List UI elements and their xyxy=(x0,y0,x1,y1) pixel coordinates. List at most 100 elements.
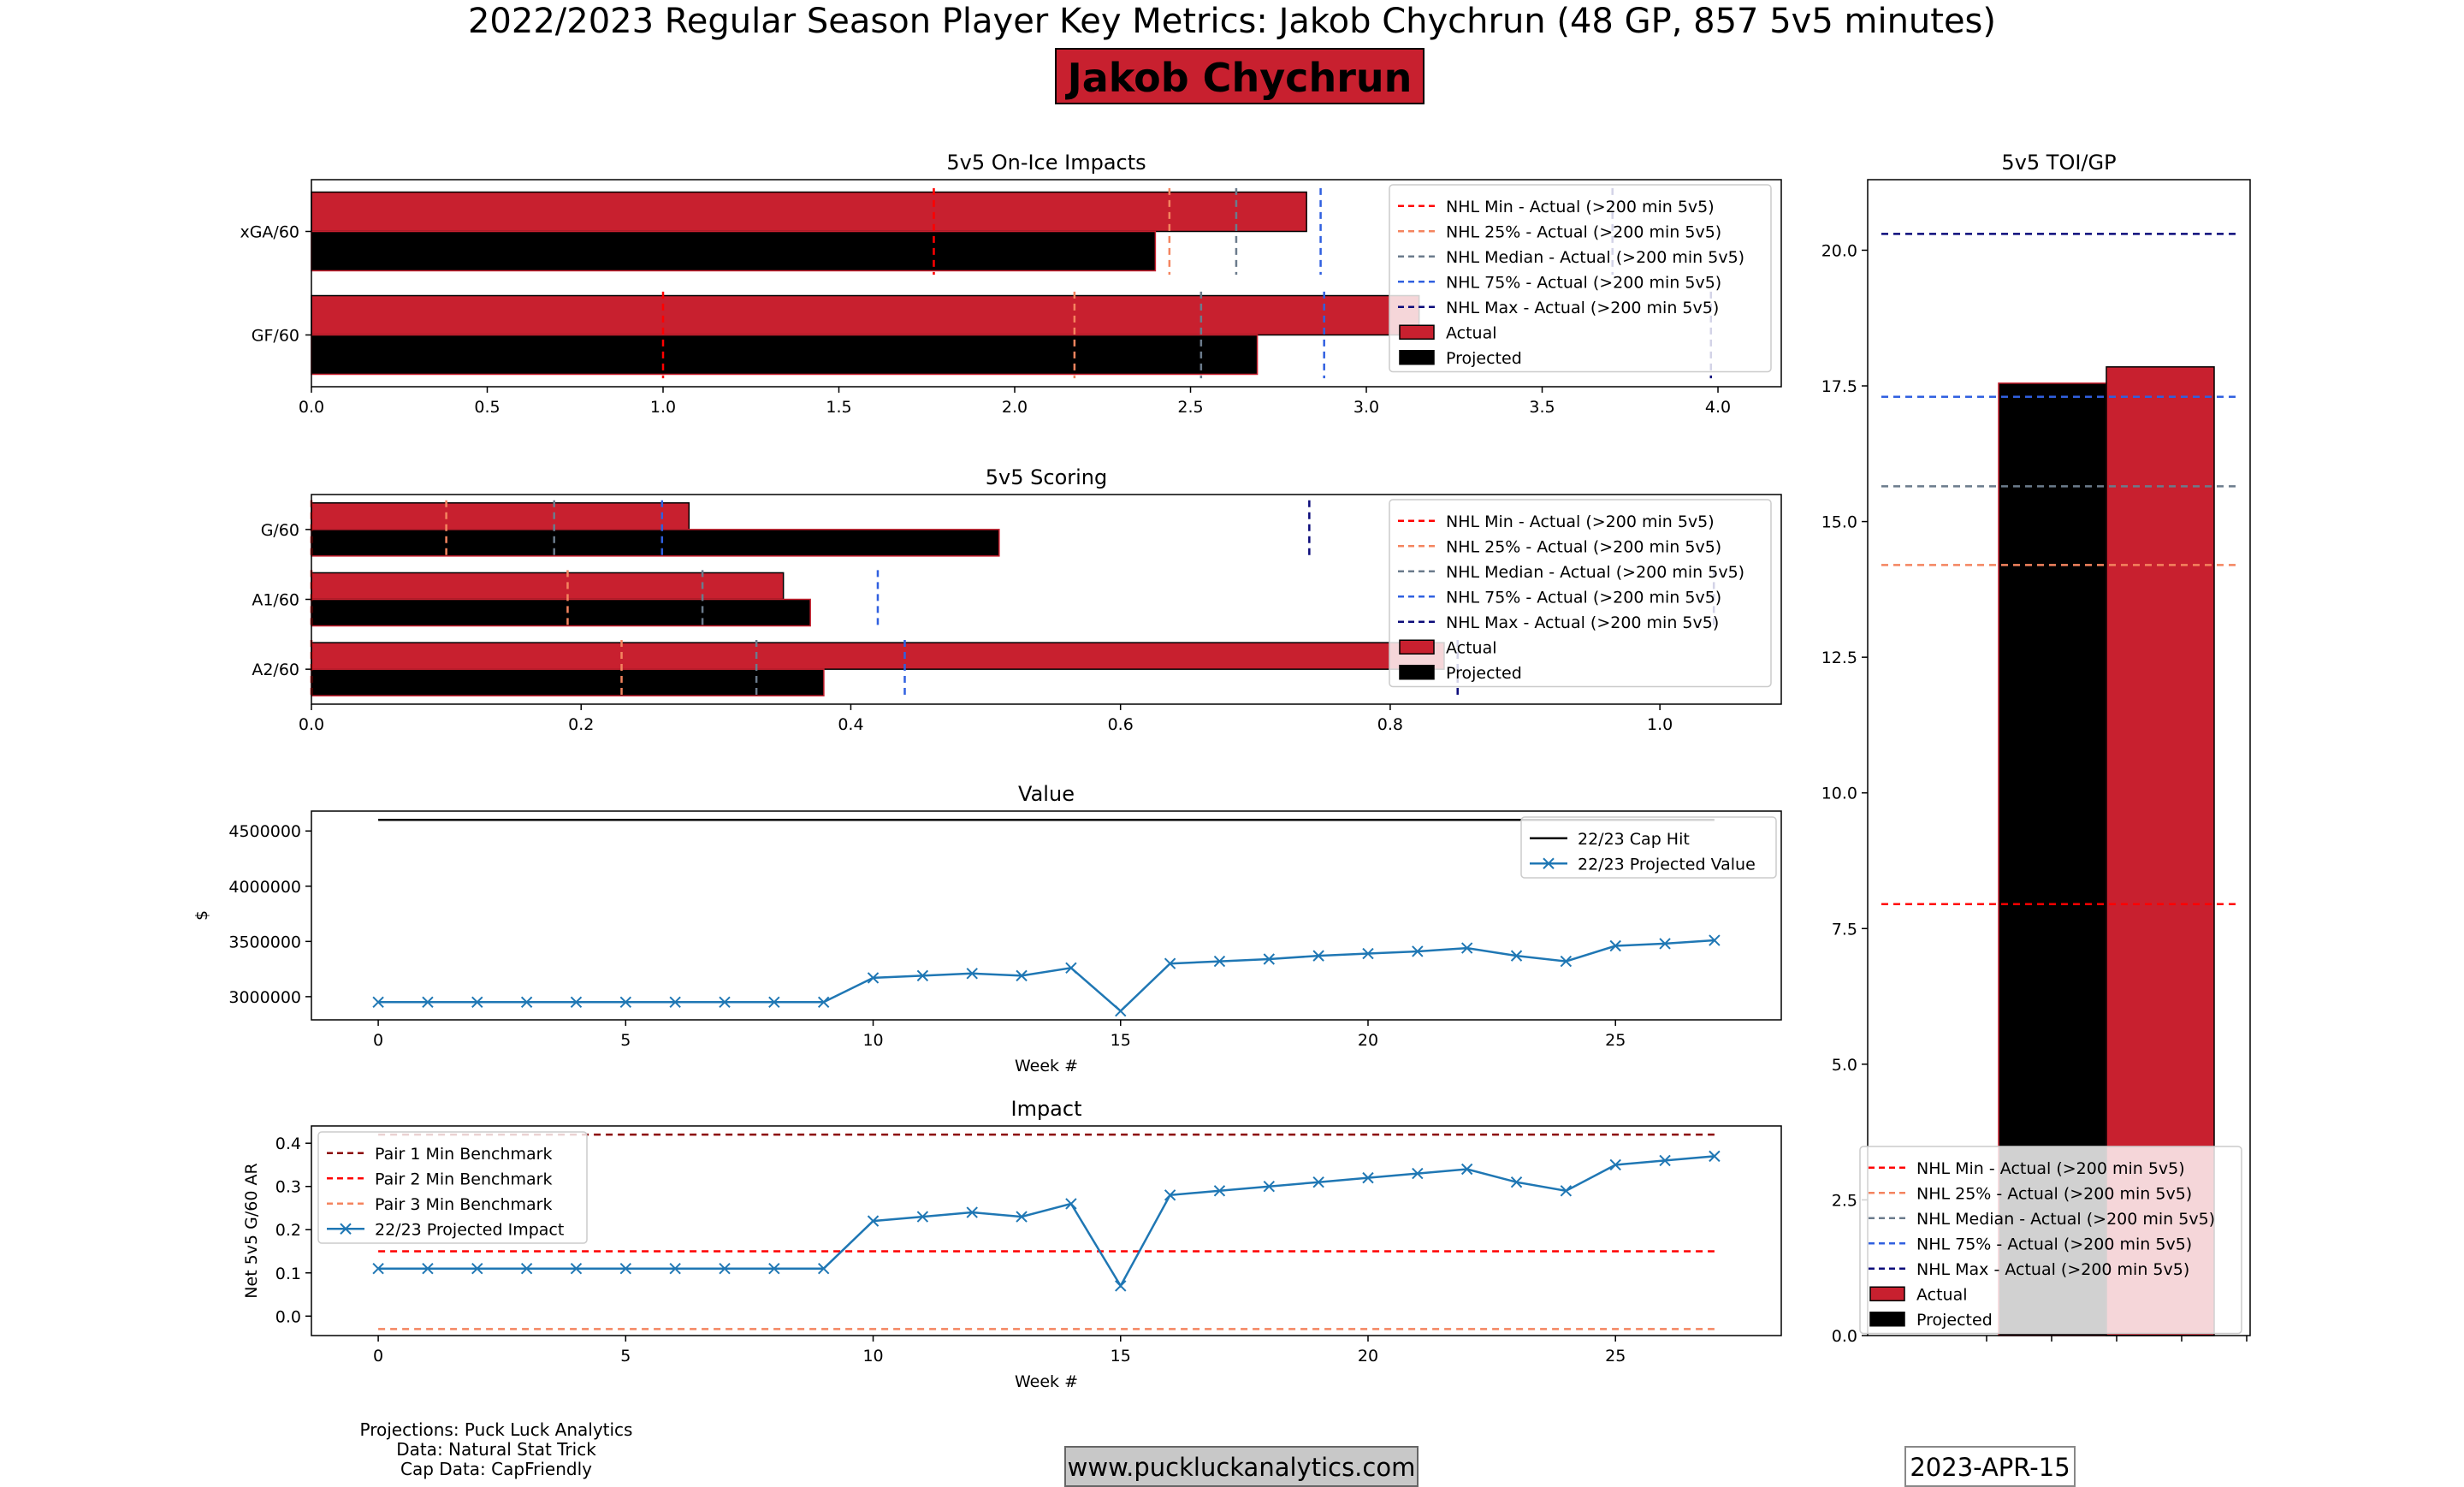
data-point xyxy=(1065,962,1077,975)
chart-title: 5v5 On-Ice Impacts xyxy=(946,151,1146,175)
data-point xyxy=(1213,955,1226,968)
legend-label: NHL 75% - Actual (>200 min 5v5) xyxy=(1446,273,1721,292)
data-point xyxy=(916,1211,929,1223)
x-tick-label: 1.0 xyxy=(650,398,676,417)
data-point xyxy=(1016,1211,1028,1223)
data-point xyxy=(719,1262,731,1275)
legend-label: NHL 25% - Actual (>200 min 5v5) xyxy=(1446,222,1721,241)
x-tick-label: 10 xyxy=(862,1031,883,1050)
data-point xyxy=(1560,955,1573,968)
data-point xyxy=(669,1262,681,1275)
legend: NHL Min - Actual (>200 min 5v5) NHL 25% -… xyxy=(1389,499,1772,688)
data-point xyxy=(1659,938,1671,950)
x-tick-label: 5 xyxy=(620,1031,631,1050)
data-point xyxy=(966,1206,978,1218)
chart-on-ice-impacts: xGA/60 GF/60 0.0 0.5 1.0 1.5 2.0 2.5 3.0 3.5 4.0 5v… xyxy=(240,151,1782,417)
bar-projected xyxy=(311,529,1000,557)
data-point xyxy=(1016,969,1028,982)
legend-label: Projected xyxy=(1446,349,1522,368)
data-point xyxy=(1510,950,1523,962)
website-badge: www.puckluckanalytics.com xyxy=(1064,1446,1419,1487)
data-point xyxy=(619,1262,632,1275)
x-tick-label: 2.0 xyxy=(1002,398,1028,417)
legend-swatch xyxy=(1399,324,1435,340)
data-point xyxy=(768,1262,780,1275)
y-tick-label: GF/60 xyxy=(252,327,299,346)
bar-actual xyxy=(311,191,1307,233)
data-point xyxy=(1460,1163,1473,1176)
x-tick-label: 0.0 xyxy=(299,398,324,417)
data-point xyxy=(867,1215,880,1227)
legend: 22/23 Cap Hit 22/23 Projected Value xyxy=(1520,816,1777,879)
x-tick-label: 0.4 xyxy=(838,715,863,734)
x-tick-label: 25 xyxy=(1605,1031,1626,1050)
legend: NHL Min - Actual (>200 min 5v5) NHL 25% -… xyxy=(1389,184,1772,373)
legend-label: NHL 75% - Actual (>200 min 5v5) xyxy=(1916,1235,2192,1253)
data-point xyxy=(372,996,384,1009)
y-tick-label: 2.5 xyxy=(1832,1191,1857,1210)
data-point xyxy=(1213,1185,1226,1197)
x-tick-label: 0.6 xyxy=(1108,715,1134,734)
data-point xyxy=(1263,1181,1276,1193)
y-tick-label: G/60 xyxy=(261,521,299,540)
y-tick-label: 10.0 xyxy=(1821,785,1857,803)
y-tick-label: 0.0 xyxy=(1832,1327,1857,1346)
data-point xyxy=(570,1262,583,1275)
data-point xyxy=(1362,1171,1374,1184)
x-tick-label: 5 xyxy=(620,1347,631,1366)
y-tick-label: 3000000 xyxy=(228,988,301,1007)
bar-actual xyxy=(311,572,785,601)
data-point xyxy=(1510,1176,1523,1188)
legend-label: NHL Median - Actual (>200 min 5v5) xyxy=(1446,248,1744,267)
legend-label: NHL Min - Actual (>200 min 5v5) xyxy=(1446,198,1715,216)
data-point xyxy=(1460,942,1473,954)
data-point xyxy=(1412,1167,1424,1180)
data-point xyxy=(1263,953,1276,965)
bar-projected xyxy=(311,334,1259,376)
x-tick-label: 0 xyxy=(373,1347,383,1366)
chart-title: 5v5 TOI/GP xyxy=(2001,151,2116,175)
legend-label: Actual xyxy=(1446,638,1497,657)
chart-toi: 0.0 2.5 5.0 7.5 10.0 12.5 15.0 17.5 20.0 5v5 TOI/… xyxy=(1821,151,2251,1346)
y-tick-label: A2/60 xyxy=(252,661,299,679)
data-point xyxy=(1609,939,1621,952)
legend-box xyxy=(317,1131,588,1244)
y-tick-label: 3500000 xyxy=(228,933,301,951)
data-point xyxy=(1312,950,1324,962)
data-point xyxy=(719,996,731,1009)
credit-data: Data: Natural Stat Trick xyxy=(396,1439,596,1460)
data-point xyxy=(570,996,583,1009)
legend-label: 22/23 Cap Hit xyxy=(1578,830,1690,849)
x-tick-label: 20 xyxy=(1358,1031,1378,1050)
date-badge: 2023-APR-15 xyxy=(1904,1446,2076,1487)
data-point xyxy=(1412,945,1424,957)
legend-marker xyxy=(340,1223,352,1235)
legend-label: NHL Median - Actual (>200 min 5v5) xyxy=(1446,563,1744,582)
legend-box xyxy=(1389,184,1772,373)
data-point xyxy=(619,996,632,1009)
data-point xyxy=(768,996,780,1009)
legend-label: NHL Max - Actual (>200 min 5v5) xyxy=(1446,299,1719,317)
x-axis-label: Week # xyxy=(1015,1372,1078,1391)
legend-label: NHL Max - Actual (>200 min 5v5) xyxy=(1916,1260,2189,1279)
x-tick-label: 0.8 xyxy=(1377,715,1403,734)
legend-label: Projected xyxy=(1916,1311,1993,1330)
legend-label: NHL Median - Actual (>200 min 5v5) xyxy=(1916,1210,2215,1229)
data-point xyxy=(1709,1150,1721,1163)
chart-scoring: G/60 A1/60 A2/60 0.0 0.2 0.4 0.6 0.8 1.0 5v5 Scor… xyxy=(252,465,1782,734)
y-tick-label: 5.0 xyxy=(1832,1056,1857,1075)
y-tick-label: 7.5 xyxy=(1832,920,1857,939)
chart-title: Impact xyxy=(1010,1097,1081,1121)
x-tick-label: 1.5 xyxy=(826,398,851,417)
legend-label: Projected xyxy=(1446,664,1522,683)
legend-swatch xyxy=(1869,1312,1905,1327)
data-point xyxy=(817,996,830,1009)
data-point xyxy=(1709,934,1721,946)
y-tick-label: 0.3 xyxy=(275,1178,301,1197)
legend-label: 22/23 Projected Value xyxy=(1578,855,1756,874)
legend-label: 22/23 Projected Impact xyxy=(375,1220,564,1239)
legend-label: NHL Max - Actual (>200 min 5v5) xyxy=(1446,613,1719,632)
bar-actual xyxy=(311,294,1420,336)
data-point xyxy=(916,969,929,982)
